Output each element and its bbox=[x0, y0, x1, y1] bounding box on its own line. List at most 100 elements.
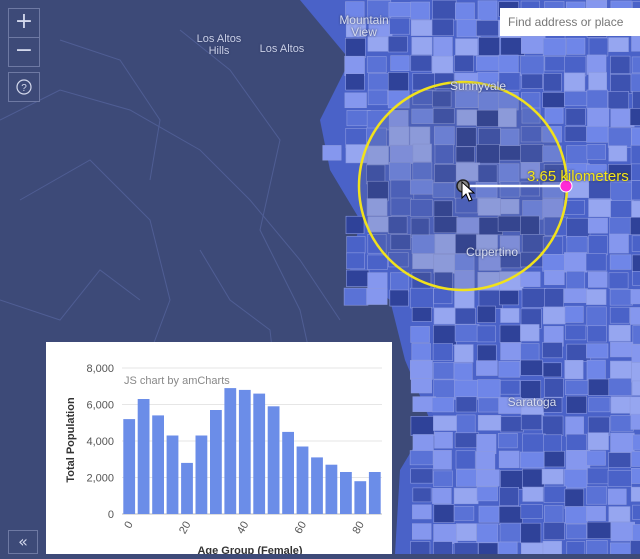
bar-age-70[interactable] bbox=[325, 464, 338, 514]
census-tract bbox=[565, 433, 587, 453]
census-tract bbox=[366, 198, 388, 216]
bar-age-60[interactable] bbox=[296, 446, 309, 515]
zoom-in-button[interactable]: + bbox=[14, 9, 34, 34]
census-tract bbox=[366, 288, 388, 305]
census-tract bbox=[498, 361, 521, 378]
census-tract bbox=[476, 469, 500, 487]
bar-age-5[interactable] bbox=[137, 399, 150, 514]
bar-age-55[interactable] bbox=[282, 431, 294, 514]
census-tract bbox=[564, 91, 588, 107]
collapse-panel-button[interactable]: « bbox=[8, 530, 38, 554]
bar-age-75[interactable] bbox=[340, 472, 352, 514]
y-tick-label: 4,000 bbox=[86, 436, 114, 448]
census-tract bbox=[455, 396, 478, 413]
census-tract bbox=[454, 288, 475, 309]
zoom-out-button[interactable]: − bbox=[9, 37, 39, 66]
bar-age-45[interactable] bbox=[253, 393, 266, 514]
census-tract bbox=[433, 307, 457, 325]
bar-age-80[interactable] bbox=[354, 481, 367, 514]
census-tract bbox=[564, 199, 585, 215]
census-tract bbox=[476, 523, 499, 543]
census-tract bbox=[454, 324, 480, 342]
census-tract bbox=[431, 397, 455, 413]
census-tract bbox=[432, 343, 454, 361]
census-tract bbox=[631, 451, 640, 467]
census-tract bbox=[566, 235, 588, 254]
census-tract bbox=[544, 288, 564, 308]
bar-age-65[interactable] bbox=[311, 457, 323, 514]
census-tract bbox=[586, 125, 609, 143]
label-cupertino: Cupertino bbox=[465, 245, 519, 259]
census-tract bbox=[477, 414, 502, 431]
census-tract bbox=[586, 540, 608, 554]
y-axis-title: Total Population bbox=[65, 397, 77, 483]
census-tract bbox=[608, 272, 629, 289]
census-tract bbox=[454, 90, 479, 108]
search-input[interactable] bbox=[500, 8, 640, 36]
census-tract bbox=[387, 90, 410, 109]
census-tract bbox=[631, 35, 640, 52]
census-tract bbox=[607, 127, 632, 148]
census-tract bbox=[387, 35, 408, 53]
census-tract bbox=[433, 324, 457, 346]
census-tract bbox=[366, 56, 387, 73]
census-tract bbox=[520, 359, 543, 376]
census-tract bbox=[434, 431, 453, 449]
bar-age-0[interactable] bbox=[123, 419, 136, 514]
census-tract bbox=[477, 0, 498, 22]
census-tract bbox=[387, 216, 408, 235]
census-tract bbox=[411, 343, 431, 361]
bar-age-30[interactable] bbox=[210, 410, 222, 514]
census-tract bbox=[564, 488, 585, 510]
bar-age-40[interactable] bbox=[238, 389, 251, 514]
label-mountain-view: Mountain View bbox=[339, 13, 389, 39]
census-tract bbox=[588, 235, 608, 256]
census-tract bbox=[608, 324, 631, 342]
census-tract bbox=[563, 288, 588, 303]
bar-age-15[interactable] bbox=[166, 435, 179, 515]
census-tract bbox=[586, 306, 607, 327]
bar-age-35[interactable] bbox=[224, 388, 237, 514]
bar-age-10[interactable] bbox=[152, 415, 164, 514]
census-tract bbox=[631, 56, 640, 74]
census-tract bbox=[433, 504, 455, 523]
census-tract bbox=[566, 145, 589, 165]
census-tract bbox=[630, 144, 640, 165]
zoom-controls: + − bbox=[8, 8, 40, 67]
census-tract bbox=[542, 306, 566, 325]
census-tract bbox=[432, 90, 452, 108]
census-tract bbox=[455, 197, 478, 214]
bar-age-50[interactable] bbox=[267, 406, 280, 514]
census-tract bbox=[586, 486, 608, 505]
census-tract bbox=[431, 18, 454, 37]
census-tract bbox=[500, 342, 522, 361]
census-tract bbox=[367, 89, 388, 106]
census-tract bbox=[565, 324, 587, 341]
bar-age-20[interactable] bbox=[181, 462, 193, 514]
x-tick-label: 60 bbox=[293, 520, 310, 537]
census-tract bbox=[432, 487, 452, 504]
bar-age-85[interactable] bbox=[368, 472, 381, 514]
census-tract bbox=[542, 37, 567, 56]
census-tract bbox=[520, 504, 543, 519]
census-tract bbox=[565, 380, 589, 396]
census-tract bbox=[476, 434, 497, 455]
census-tract bbox=[564, 506, 588, 524]
census-tract bbox=[586, 343, 609, 359]
census-tract bbox=[608, 145, 628, 162]
bar-age-25[interactable] bbox=[195, 435, 208, 515]
census-tract bbox=[412, 143, 432, 163]
census-tract bbox=[455, 146, 475, 163]
x-tick-label: 20 bbox=[177, 520, 194, 537]
census-tract bbox=[409, 450, 434, 466]
help-button[interactable]: ? bbox=[8, 72, 40, 102]
census-tract bbox=[410, 360, 433, 380]
census-tract bbox=[499, 522, 522, 543]
x-axis-title: Age Group (Female) bbox=[197, 545, 302, 554]
census-tract bbox=[366, 145, 389, 165]
census-tract bbox=[631, 467, 640, 484]
census-tract bbox=[390, 234, 411, 250]
census-tract bbox=[607, 91, 630, 110]
census-tract bbox=[345, 73, 365, 91]
census-tract bbox=[607, 488, 627, 505]
